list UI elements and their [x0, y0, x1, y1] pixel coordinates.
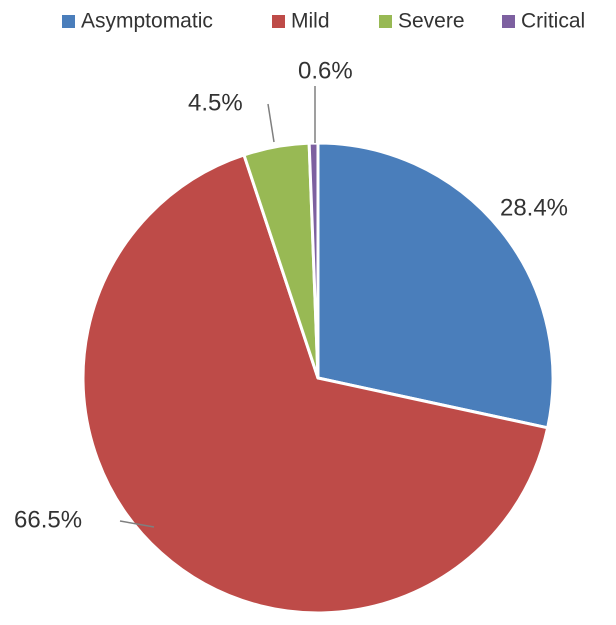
leader-line-severe — [267, 103, 275, 143]
legend-swatch-asymptomatic — [62, 15, 75, 28]
legend-item-critical: Critical — [502, 10, 585, 33]
legend-swatch-mild — [272, 15, 285, 28]
leader-line-mild — [119, 520, 155, 528]
legend-item-mild: Mild — [272, 10, 330, 33]
legend-label-severe: Severe — [398, 10, 465, 33]
legend-label-asymptomatic: Asymptomatic — [81, 10, 213, 33]
data-label-mild: 66.5% — [14, 506, 82, 533]
data-labels: 28.4% 66.5% 4.5% 0.6% — [14, 57, 568, 533]
legend-swatch-severe — [379, 15, 392, 28]
pie-slices — [81, 141, 555, 615]
legend-label-critical: Critical — [521, 10, 585, 33]
legend-item-asymptomatic: Asymptomatic — [62, 10, 213, 33]
data-label-critical: 0.6% — [298, 57, 353, 84]
legend: Asymptomatic Mild Severe Critical — [62, 10, 585, 33]
legend-label-mild: Mild — [291, 10, 330, 33]
data-label-asymptomatic: 28.4% — [500, 194, 568, 221]
data-label-severe: 4.5% — [188, 89, 243, 116]
pie-slice-critical — [307, 141, 320, 380]
leader-lines — [119, 86, 316, 528]
pie-slice-mild — [81, 153, 550, 615]
legend-item-severe: Severe — [379, 10, 465, 33]
legend-swatch-critical — [502, 15, 515, 28]
pie-slice-asymptomatic — [316, 141, 555, 430]
